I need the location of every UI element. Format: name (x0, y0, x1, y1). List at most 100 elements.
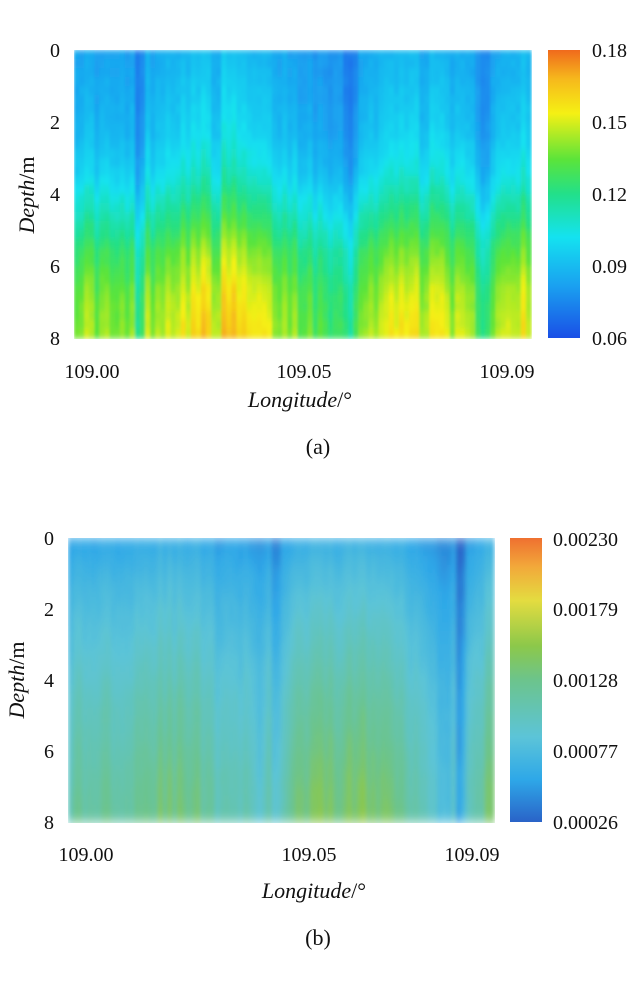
heatmap-cell (444, 311, 451, 321)
heatmap-cell (104, 68, 111, 78)
heatmap-cell (246, 311, 253, 321)
heatmap-cell (216, 176, 222, 186)
heatmap-cell (120, 626, 126, 637)
heatmap-cell (299, 742, 306, 752)
heatmap-cell (231, 167, 238, 177)
heatmap-cell (388, 275, 395, 285)
heatmap-cell (148, 688, 154, 699)
heatmap-cell (114, 185, 121, 195)
heatmap-cell (459, 122, 466, 132)
heatmap-cell (120, 617, 126, 628)
heatmap-cell (180, 194, 187, 204)
heatmap-cell (224, 600, 230, 610)
heatmap-cell (139, 733, 145, 743)
heatmap-cell (186, 680, 192, 690)
heatmap-cell (105, 742, 112, 752)
heatmap-cell (101, 742, 107, 752)
heatmap-cell (94, 95, 100, 105)
heatmap-cell (211, 284, 217, 294)
heatmap-cell (525, 248, 532, 258)
heatmap-cell (167, 609, 173, 619)
heatmap-cell (338, 77, 344, 87)
heatmap-cell (327, 149, 334, 159)
heatmap-cell (370, 688, 377, 699)
heatmap-cell (356, 680, 363, 690)
heatmap-cell (110, 671, 116, 681)
heatmap-cell (485, 284, 491, 294)
heatmap-cell (525, 293, 532, 303)
heatmap-cell (160, 230, 166, 240)
heatmap-cell (370, 804, 377, 814)
heatmap-cell (470, 50, 476, 60)
heatmap-cell (271, 777, 277, 788)
heatmap-cell (323, 804, 329, 814)
heatmap-cell (464, 95, 471, 105)
heatmap-cell (86, 777, 93, 788)
heatmap-cell (414, 50, 420, 60)
heatmap-cell (157, 617, 164, 628)
heatmap-cell (200, 804, 206, 814)
heatmap-cell (115, 582, 121, 592)
heatmap-cell (347, 653, 353, 663)
heatmap-cell (115, 795, 121, 805)
heatmap-cell (363, 95, 370, 105)
heatmap-cell (290, 688, 296, 699)
heatmap-cell (343, 248, 349, 258)
heatmap-cell (226, 248, 233, 258)
heatmap-cell (170, 140, 177, 150)
heatmap-cell (114, 86, 121, 96)
heatmap-cell (307, 149, 314, 159)
heatmap-cell (309, 582, 315, 592)
heatmap-cell (444, 185, 451, 195)
heatmap-cell (124, 59, 131, 69)
heatmap-cell (165, 266, 172, 276)
heatmap-cell (419, 140, 425, 150)
heatmap-cell (79, 212, 85, 222)
heatmap-cell (89, 266, 95, 276)
heatmap-cell (214, 582, 221, 592)
heatmap-cell (261, 167, 268, 177)
heatmap-cell (233, 706, 239, 717)
heatmap-cell (287, 77, 293, 87)
heatmap-cell (414, 95, 420, 105)
heatmap-cell (439, 104, 446, 114)
heatmap-cell (84, 302, 90, 312)
heatmap-cell (434, 275, 441, 285)
heatmap-cell (219, 688, 225, 699)
heatmap-cell (414, 311, 420, 321)
heatmap-cell (256, 329, 263, 339)
heatmap-cell (414, 266, 420, 276)
heatmap-cell (120, 751, 126, 761)
heatmap-cell (282, 77, 288, 87)
heatmap-cell (236, 275, 243, 285)
heatmap-cell (96, 697, 102, 708)
heatmap-cell (370, 786, 377, 796)
heatmap-cell (105, 644, 112, 654)
heatmap-cell (216, 158, 222, 168)
heatmap-cell (119, 311, 126, 321)
heatmap-cell (139, 804, 145, 814)
heatmap-cell (338, 284, 344, 294)
heatmap-cell (172, 804, 178, 814)
heatmap-cell (84, 59, 90, 69)
heatmap-cell (170, 311, 177, 321)
heatmap-cell (388, 131, 395, 141)
heatmap-cell (271, 706, 277, 717)
heatmap-cell (304, 706, 310, 717)
heatmap-cell (195, 600, 202, 610)
heatmap-cell (176, 635, 183, 646)
heatmap-cell (495, 95, 502, 105)
heatmap-cell (94, 86, 100, 96)
heatmap-cell (162, 573, 168, 583)
heatmap-cell (464, 113, 471, 123)
heatmap-cell (429, 203, 436, 213)
heatmap-cell (124, 266, 131, 276)
heatmap-cell (176, 804, 183, 814)
heatmap-cell (243, 617, 249, 628)
heatmap-cell (454, 230, 461, 240)
heatmap-cell (363, 59, 370, 69)
heatmap-cell (480, 221, 486, 231)
heatmap-cell (328, 715, 334, 725)
heatmap-cell (195, 266, 202, 276)
heatmap-cell (495, 329, 502, 339)
